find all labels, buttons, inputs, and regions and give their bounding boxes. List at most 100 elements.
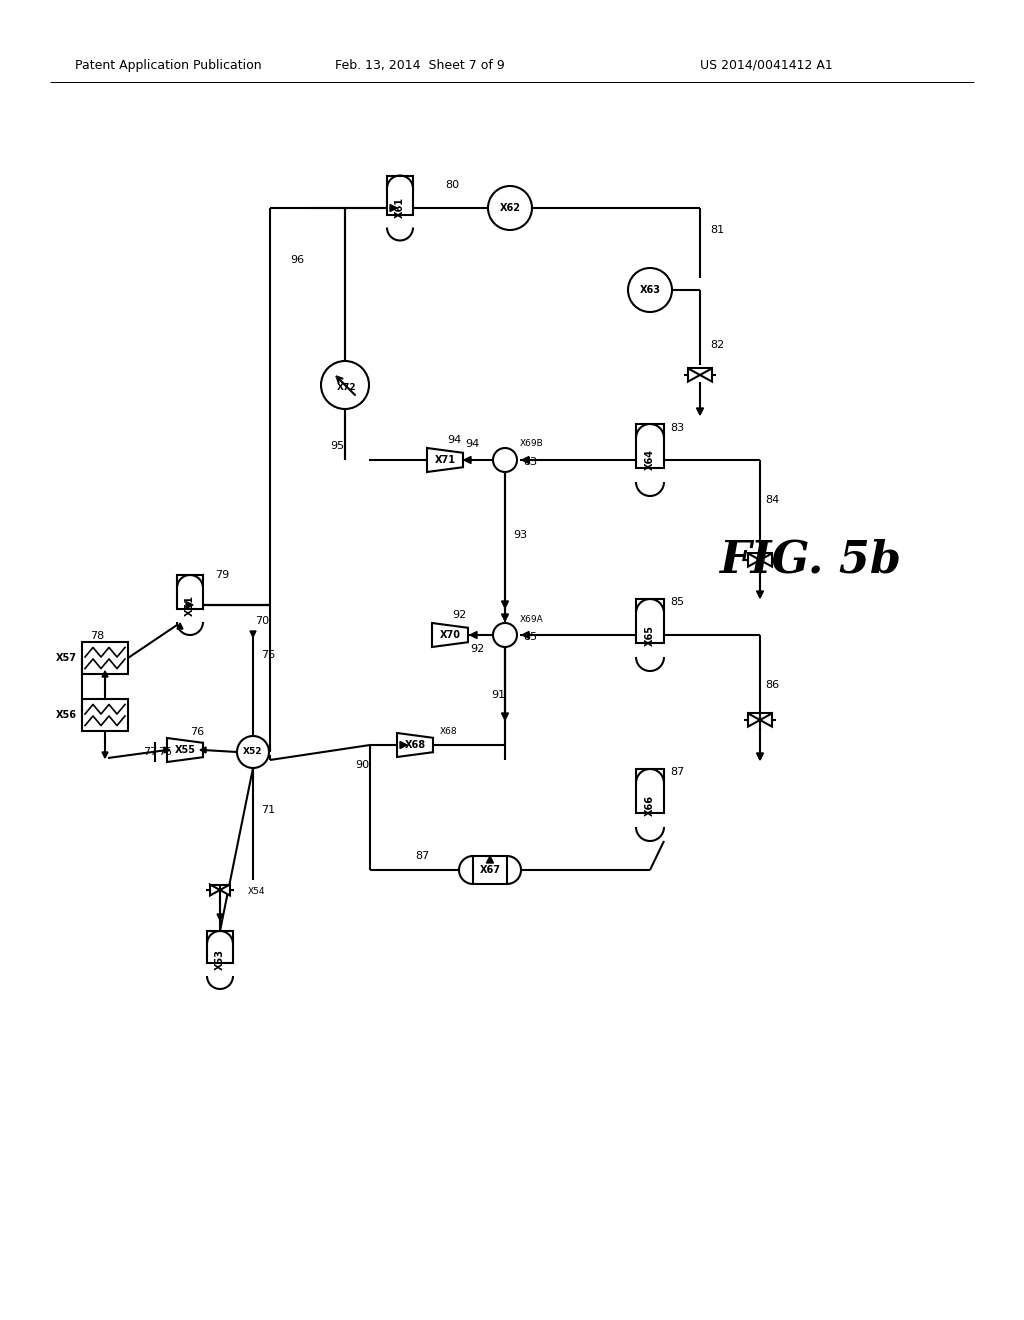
- Text: X64: X64: [645, 450, 655, 470]
- Text: X53: X53: [215, 949, 225, 970]
- Text: 76: 76: [261, 649, 275, 660]
- Polygon shape: [700, 368, 712, 381]
- Circle shape: [237, 737, 269, 768]
- Text: 95: 95: [330, 441, 344, 451]
- Bar: [636, 770, 664, 813]
- Text: 76: 76: [190, 727, 204, 737]
- Text: 90: 90: [355, 760, 369, 770]
- Polygon shape: [164, 747, 170, 752]
- Polygon shape: [760, 553, 772, 566]
- Polygon shape: [502, 614, 509, 620]
- Text: X56: X56: [56, 710, 77, 719]
- Polygon shape: [220, 884, 230, 895]
- Text: Feb. 13, 2014  Sheet 7 of 9: Feb. 13, 2014 Sheet 7 of 9: [335, 58, 505, 71]
- Polygon shape: [397, 733, 433, 756]
- Bar: [473, 855, 507, 884]
- Polygon shape: [200, 747, 206, 752]
- Text: 85: 85: [523, 632, 538, 642]
- Text: X51: X51: [185, 594, 195, 615]
- Text: 92: 92: [470, 644, 484, 653]
- Text: X52: X52: [244, 747, 263, 756]
- Polygon shape: [400, 742, 407, 748]
- Text: X68: X68: [404, 741, 426, 750]
- Text: 82: 82: [710, 341, 724, 350]
- Text: X54: X54: [248, 887, 265, 896]
- Bar: [636, 424, 664, 469]
- Text: 87: 87: [415, 851, 429, 861]
- Text: 83: 83: [523, 457, 538, 467]
- Text: 71: 71: [261, 805, 275, 814]
- Text: X65: X65: [645, 624, 655, 645]
- Text: 81: 81: [710, 224, 724, 235]
- Text: X69A: X69A: [520, 615, 544, 623]
- Text: 78: 78: [90, 631, 104, 642]
- Circle shape: [628, 268, 672, 312]
- Text: 85: 85: [670, 597, 684, 607]
- Polygon shape: [464, 457, 471, 463]
- Text: 93: 93: [513, 531, 527, 540]
- Bar: [636, 599, 664, 643]
- Bar: [207, 931, 233, 964]
- Text: 92: 92: [452, 610, 466, 620]
- Polygon shape: [760, 713, 772, 726]
- Text: X68: X68: [440, 726, 458, 735]
- Polygon shape: [757, 591, 764, 598]
- Text: 79: 79: [215, 570, 229, 579]
- Text: 94: 94: [447, 436, 461, 445]
- Polygon shape: [217, 913, 223, 920]
- Circle shape: [493, 447, 517, 473]
- Text: X55: X55: [174, 744, 196, 755]
- Polygon shape: [427, 447, 463, 473]
- Text: X61: X61: [395, 198, 406, 219]
- Polygon shape: [167, 738, 203, 762]
- Text: 70: 70: [255, 616, 269, 626]
- Circle shape: [488, 186, 532, 230]
- Bar: [177, 576, 203, 609]
- Polygon shape: [748, 713, 760, 726]
- Polygon shape: [522, 631, 529, 639]
- Text: X62: X62: [500, 203, 520, 213]
- Text: 83: 83: [670, 422, 684, 433]
- Polygon shape: [748, 553, 760, 566]
- Polygon shape: [486, 855, 494, 863]
- Text: 86: 86: [765, 680, 779, 690]
- Bar: [82, 642, 128, 675]
- Text: X66: X66: [645, 795, 655, 816]
- Polygon shape: [688, 368, 700, 381]
- Text: 94: 94: [465, 440, 479, 449]
- Bar: [387, 176, 413, 214]
- Text: Patent Application Publication: Patent Application Publication: [75, 58, 261, 71]
- Text: 84: 84: [765, 495, 779, 506]
- Text: 87: 87: [670, 767, 684, 777]
- Text: X70: X70: [439, 630, 461, 640]
- Text: 80: 80: [445, 180, 459, 190]
- Text: X71: X71: [434, 455, 456, 465]
- Polygon shape: [522, 457, 529, 463]
- Polygon shape: [757, 752, 764, 760]
- Polygon shape: [502, 713, 509, 719]
- Polygon shape: [102, 752, 108, 758]
- Polygon shape: [432, 623, 468, 647]
- Polygon shape: [186, 602, 193, 609]
- Text: X72: X72: [337, 383, 356, 392]
- Text: X57: X57: [56, 653, 77, 663]
- Polygon shape: [502, 601, 509, 609]
- Text: 91: 91: [490, 690, 505, 700]
- Text: X63: X63: [640, 285, 660, 294]
- Polygon shape: [210, 884, 220, 895]
- Text: US 2014/0041412 A1: US 2014/0041412 A1: [700, 58, 833, 71]
- Text: 96: 96: [290, 255, 304, 265]
- Bar: [82, 700, 128, 731]
- Polygon shape: [390, 205, 397, 211]
- Text: X67: X67: [479, 865, 501, 875]
- Circle shape: [493, 623, 517, 647]
- Polygon shape: [696, 408, 703, 414]
- Text: 77: 77: [143, 747, 158, 756]
- Polygon shape: [470, 631, 477, 639]
- Polygon shape: [177, 623, 183, 630]
- Text: X69B: X69B: [520, 440, 544, 449]
- Circle shape: [321, 360, 369, 409]
- Polygon shape: [250, 631, 256, 638]
- Text: FIG. 5b: FIG. 5b: [719, 539, 901, 582]
- Polygon shape: [102, 671, 108, 677]
